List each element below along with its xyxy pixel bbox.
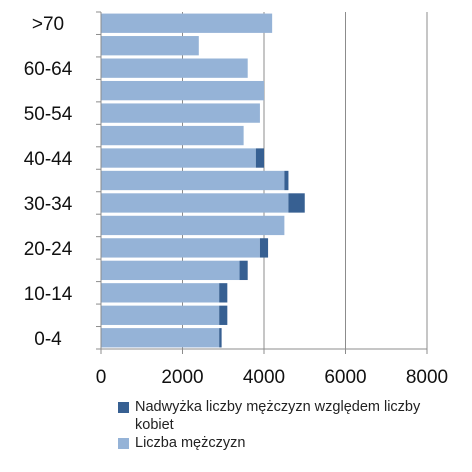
bar-men-6 [101, 148, 256, 168]
bar-surplus-13 [219, 305, 228, 325]
bar-surplus-11 [239, 260, 248, 281]
legend-swatch-surplus [118, 402, 129, 413]
bar-surplus-7 [284, 170, 289, 191]
bar-men-9 [101, 215, 285, 236]
legend-swatch-men [118, 438, 129, 449]
y-tick-label: 20-24 [24, 239, 73, 260]
bar-men-8 [101, 193, 289, 213]
y-axis-tick-labels: >70 60-64 50-54 40-44 30-34 20-24 10-14 0-4 [24, 14, 73, 350]
bar-men-3 [101, 80, 264, 101]
x-axis-tick-labels: 0 2000 4000 6000 8000 [96, 367, 448, 388]
bar-men-2 [101, 58, 248, 78]
bar-men-5 [101, 125, 244, 146]
bar-men-4 [101, 103, 260, 123]
legend: Nadwyżka liczby mężczyzn względem liczby… [118, 398, 458, 452]
bar-surplus-12 [219, 283, 228, 303]
bar-men-1 [101, 36, 199, 56]
y-tick-label: 60-64 [24, 59, 73, 80]
x-tick-label: 4000 [243, 367, 285, 388]
y-tick-label: 0-4 [34, 329, 62, 350]
bar-surplus-6 [255, 148, 264, 168]
bar-men-0 [101, 13, 273, 33]
legend-item-men: Liczba mężczyzn [118, 434, 458, 452]
y-tick-label: 10-14 [24, 284, 73, 305]
legend-label-men: Liczba mężczyzn [135, 435, 246, 451]
bar-men-11 [101, 260, 240, 281]
x-tick-label: 0 [96, 367, 107, 388]
bar-men-14 [101, 328, 220, 348]
bar-men-7 [101, 170, 285, 191]
y-tick-label: 30-34 [24, 194, 73, 215]
y-tick-label: >70 [32, 14, 64, 35]
y-tick-label: 40-44 [24, 149, 73, 170]
bars [101, 13, 305, 348]
bar-surplus-14 [219, 328, 222, 348]
legend-item-surplus: Nadwyżka liczby mężczyzn względem liczby… [118, 398, 458, 434]
bar-men-10 [101, 238, 260, 258]
x-tick-label: 2000 [161, 367, 203, 388]
legend-label-surplus: Nadwyżka liczby mężczyzn względem liczby… [135, 399, 421, 433]
bar-men-12 [101, 283, 220, 303]
axes [96, 11, 428, 354]
x-tick-label: 6000 [324, 367, 366, 388]
bar-surplus-8 [288, 193, 305, 213]
bar-surplus-10 [259, 238, 269, 258]
x-tick-label: 8000 [406, 367, 448, 388]
y-tick-label: 50-54 [24, 104, 73, 125]
bar-men-13 [101, 305, 220, 325]
